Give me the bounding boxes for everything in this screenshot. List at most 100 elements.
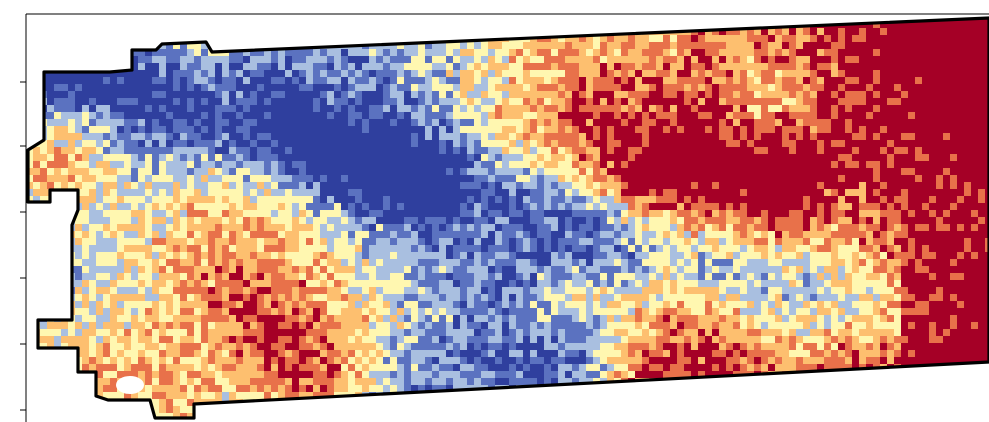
raster-cell: [306, 231, 314, 239]
raster-cell: [124, 119, 132, 127]
raster-cell: [390, 42, 398, 50]
raster-cell: [313, 112, 321, 120]
raster-cell: [201, 238, 209, 246]
raster-cell: [47, 91, 55, 99]
raster-cell: [173, 175, 181, 183]
raster-cell: [110, 252, 118, 260]
raster-cell: [978, 49, 986, 57]
raster-cell: [474, 42, 482, 50]
raster-cell: [327, 196, 335, 204]
raster-cell: [901, 70, 909, 78]
raster-cell: [299, 77, 307, 85]
raster-cell: [635, 49, 643, 57]
raster-cell: [418, 133, 426, 141]
raster-cell: [537, 189, 545, 197]
raster-cell: [502, 189, 510, 197]
raster-cell: [187, 238, 195, 246]
raster-cell: [474, 238, 482, 246]
raster-cell: [257, 147, 265, 155]
raster-cell: [614, 140, 622, 148]
raster-cell: [28, 147, 34, 155]
raster-cell: [789, 70, 797, 78]
raster-cell: [628, 147, 636, 155]
raster-cell: [306, 245, 314, 253]
raster-cell: [278, 238, 286, 246]
raster-cell: [600, 56, 608, 64]
raster-cell: [824, 112, 832, 120]
raster-cell: [733, 84, 741, 92]
raster-cell: [747, 252, 755, 260]
raster-cell: [474, 154, 482, 162]
raster-cell: [600, 252, 608, 260]
raster-cell: [467, 210, 475, 218]
raster-cell: [838, 154, 846, 162]
raster-cell: [789, 49, 797, 57]
raster-cell: [852, 77, 860, 85]
raster-cell: [285, 189, 293, 197]
raster-cell: [341, 182, 349, 190]
raster-cell: [866, 252, 874, 260]
raster-cell: [89, 238, 97, 246]
raster-cell: [432, 105, 440, 113]
raster-cell: [201, 63, 209, 71]
raster-cell: [418, 182, 426, 190]
raster-cell: [432, 119, 440, 127]
raster-cell: [537, 196, 545, 204]
raster-cell: [677, 245, 685, 253]
raster-cell: [887, 154, 895, 162]
raster-cell: [376, 189, 384, 197]
raster-cell: [355, 210, 363, 218]
raster-cell: [586, 49, 594, 57]
raster-cell: [124, 231, 132, 239]
raster-cell: [236, 203, 244, 211]
raster-cell: [754, 217, 762, 225]
raster-cell: [390, 133, 398, 141]
raster-cell: [439, 245, 447, 253]
raster-cell: [663, 70, 671, 78]
raster-cell: [733, 70, 741, 78]
raster-cell: [229, 231, 237, 239]
raster-cell: [950, 189, 958, 197]
raster-cell: [285, 196, 293, 204]
raster-cell: [880, 56, 888, 64]
raster-cell: [285, 252, 293, 260]
raster-cell: [418, 42, 426, 50]
raster-cell: [236, 119, 244, 127]
raster-cell: [635, 175, 643, 183]
raster-cell: [635, 105, 643, 113]
raster-cell: [677, 161, 685, 169]
raster-cell: [28, 189, 34, 197]
raster-cell: [397, 133, 405, 141]
raster-cell: [635, 119, 643, 127]
raster-cell: [810, 77, 818, 85]
raster-cell: [208, 126, 216, 134]
raster-cell: [873, 147, 881, 155]
raster-cell: [166, 49, 174, 57]
raster-cell: [978, 210, 986, 218]
raster-cell: [334, 98, 342, 106]
raster-cell: [257, 196, 265, 204]
raster-cell: [817, 203, 825, 211]
raster-cell: [691, 35, 699, 43]
raster-cell: [61, 140, 69, 148]
raster-cell: [761, 63, 769, 71]
raster-cell: [68, 70, 76, 78]
raster-cell: [726, 259, 734, 267]
raster-cell: [971, 154, 979, 162]
raster-cell: [292, 49, 300, 57]
raster-cell: [348, 161, 356, 169]
raster-cell: [684, 203, 692, 211]
raster-cell: [866, 210, 874, 218]
raster-cell: [278, 259, 286, 267]
raster-cell: [145, 112, 153, 120]
raster-cell: [649, 42, 657, 50]
raster-cell: [173, 77, 181, 85]
raster-cell: [131, 266, 139, 274]
raster-cell: [880, 84, 888, 92]
raster-cell: [775, 35, 783, 43]
raster-cell: [789, 112, 797, 120]
raster-cell: [82, 231, 90, 239]
raster-cell: [761, 168, 769, 176]
raster-cell: [334, 84, 342, 92]
raster-cell: [691, 112, 699, 120]
